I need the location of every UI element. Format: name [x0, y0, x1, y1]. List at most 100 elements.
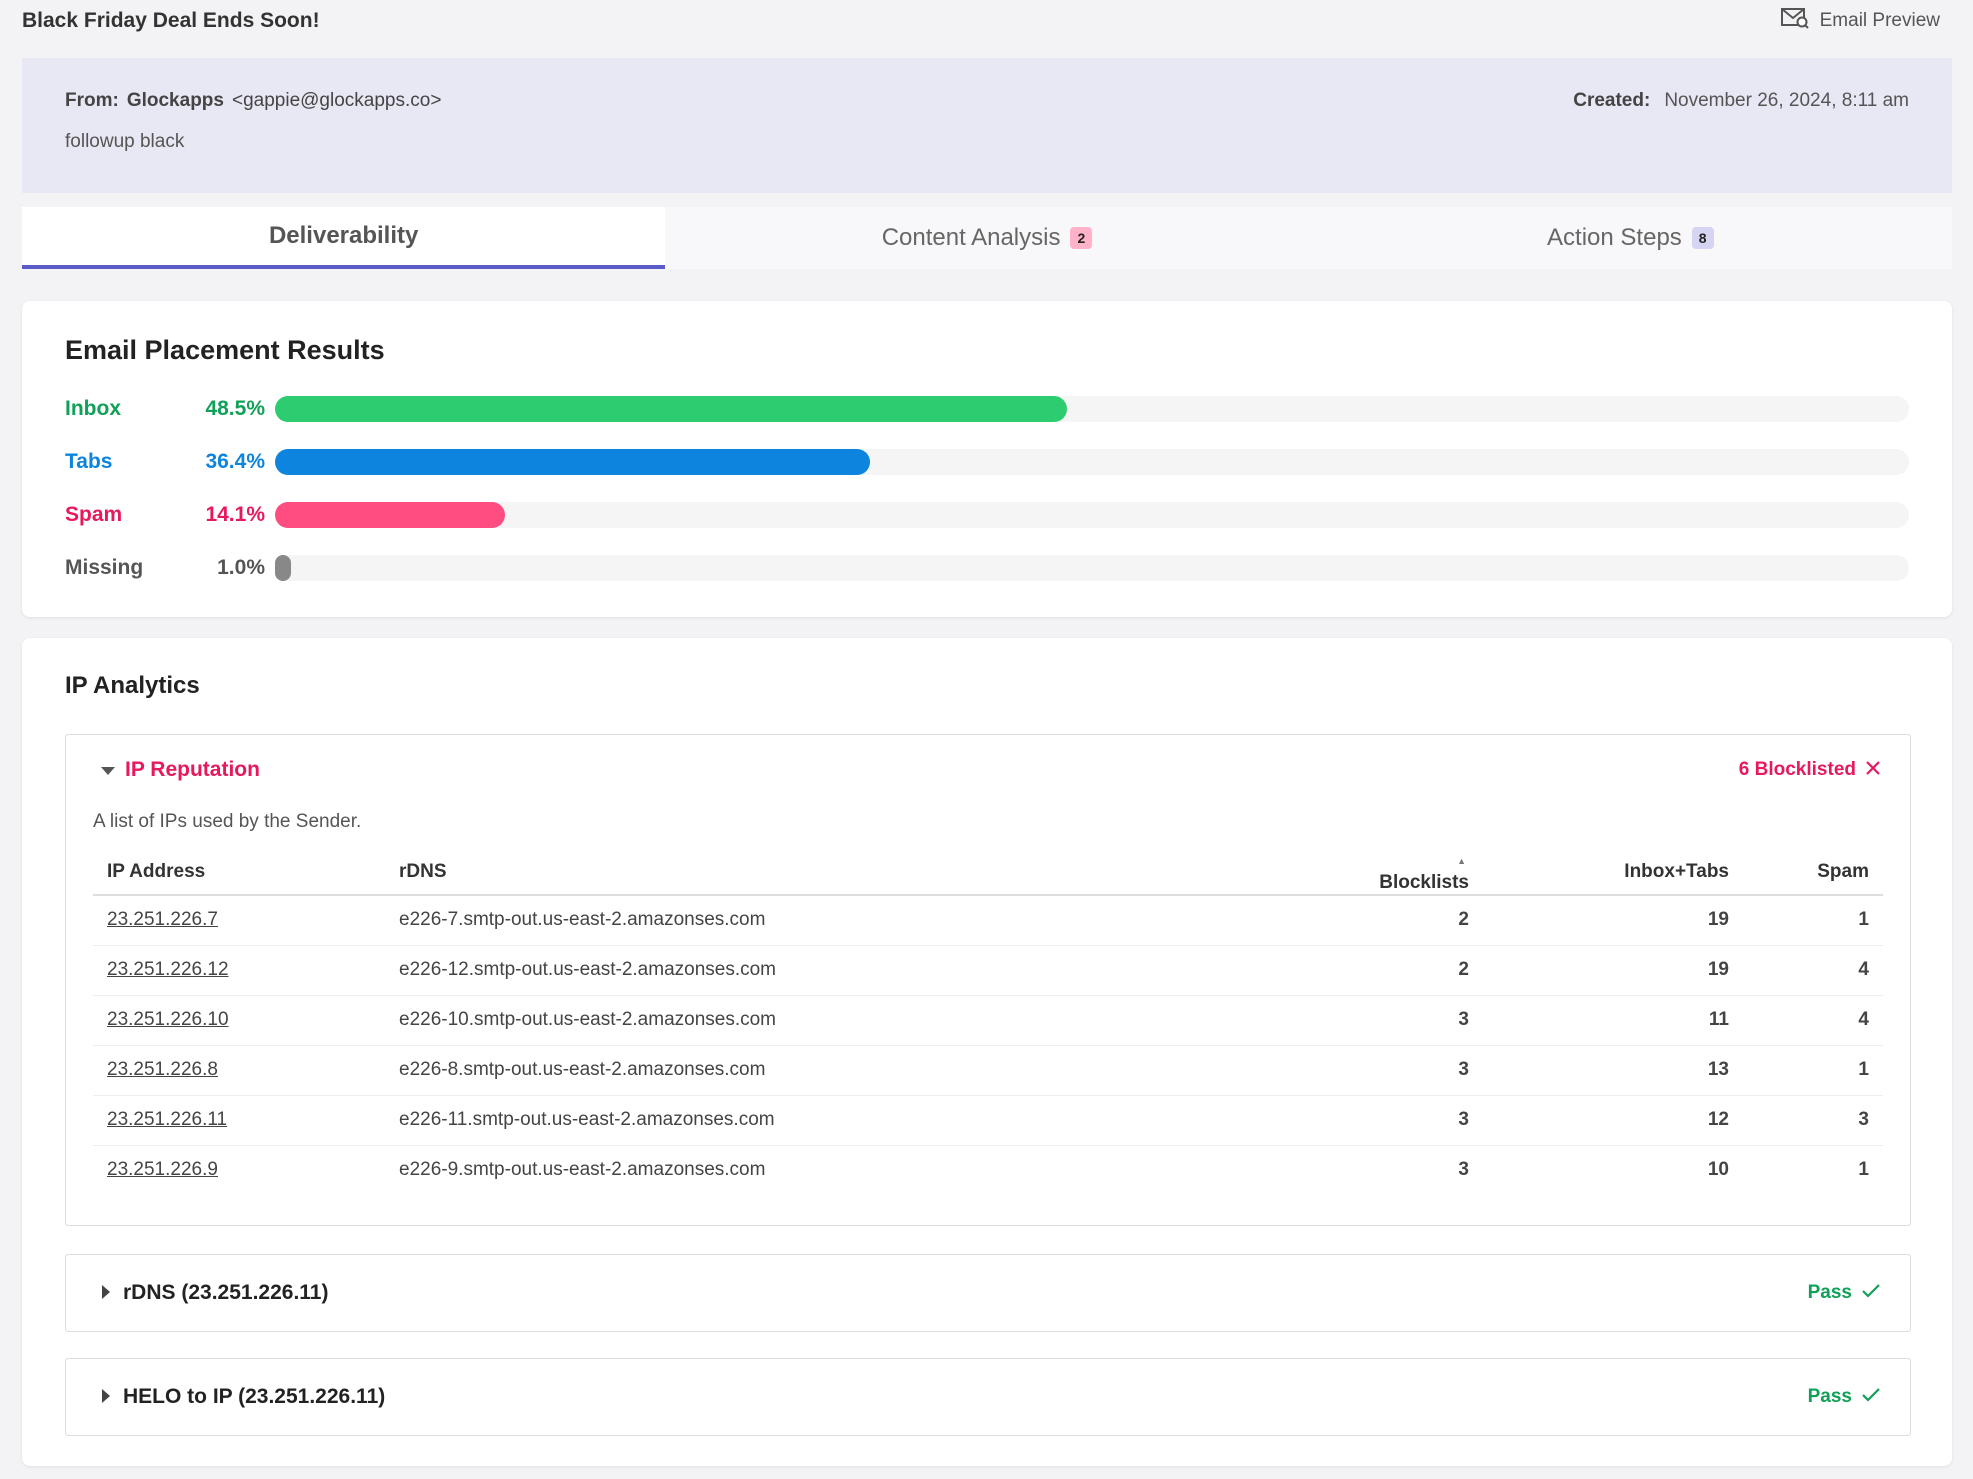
placement-track	[275, 449, 1909, 475]
subject-text: followup black	[65, 131, 185, 152]
ip-reputation-toggle[interactable]: IP Reputation	[101, 758, 260, 782]
placement-label: Spam	[65, 503, 123, 526]
from-name: Glockapps	[126, 90, 224, 111]
email-placement-card: Email Placement Results Inbox 48.5% Tabs…	[22, 301, 1952, 617]
blocklists-cell: 3	[1283, 1045, 1483, 1096]
placement-fill	[275, 555, 292, 581]
spam-cell: 1	[1743, 1045, 1883, 1096]
spam-cell: 1	[1743, 895, 1883, 946]
placement-row-missing: Missing 1.0%	[65, 554, 1909, 582]
placement-label: Tabs	[65, 450, 113, 473]
ip-link[interactable]: 23.251.226.9	[107, 1159, 218, 1181]
count-badge: 8	[1691, 227, 1714, 249]
tab-deliverability[interactable]: Deliverability	[22, 207, 666, 269]
placement-fill	[275, 502, 506, 528]
placement-label: Missing	[65, 556, 144, 579]
table-row: 23.251.226.8 e226-8.smtp-out.us-east-2.a…	[93, 1045, 1883, 1096]
email-preview-button[interactable]: Email Preview	[1780, 6, 1951, 36]
inbox-tabs-cell: 13	[1483, 1045, 1743, 1096]
caret-right-icon	[101, 1281, 111, 1305]
table-header-row: IP Address rDNS ▲ Blocklists Inbox+Tabs S…	[93, 850, 1883, 896]
created-label: Created:	[1573, 90, 1651, 111]
placement-track	[275, 555, 1909, 581]
table-row: 23.251.226.10 e226-10.smtp-out.us-east-2…	[93, 995, 1883, 1046]
envelope-search-icon	[1780, 6, 1810, 36]
table-row: 23.251.226.9 e226-9.smtp-out.us-east-2.a…	[93, 1145, 1883, 1195]
placement-row-spam: Spam 14.1%	[65, 501, 1909, 529]
from-line: From: Glockapps <gappie@glockapps.co>	[65, 90, 1909, 112]
rdns-cell: e226-11.smtp-out.us-east-2.amazonses.com	[385, 1095, 1283, 1146]
table-row: 23.251.226.11 e226-11.smtp-out.us-east-2…	[93, 1095, 1883, 1146]
placement-track	[275, 502, 1909, 528]
rdns-cell: e226-7.smtp-out.us-east-2.amazonses.com	[385, 895, 1283, 946]
helo-check-toggle[interactable]: HELO to IP (23.251.226.11)	[101, 1385, 385, 1409]
helo-pass-status: Pass	[1808, 1386, 1880, 1408]
placement-percent: 1.0%	[217, 556, 265, 579]
rdns-cell: e226-12.smtp-out.us-east-2.amazonses.com	[385, 945, 1283, 996]
caret-right-icon	[101, 1385, 111, 1409]
close-x-icon	[1866, 759, 1880, 781]
ip-link[interactable]: 23.251.226.8	[107, 1059, 218, 1080]
inbox-tabs-cell: 12	[1483, 1095, 1743, 1146]
placement-title: Email Placement Results	[65, 335, 385, 365]
rdns-pass-status: Pass	[1808, 1282, 1880, 1304]
placement-percent: 36.4%	[205, 450, 265, 473]
tab-bar: Deliverability Content Analysis 2 Action…	[22, 207, 1952, 269]
column-header-spam: Spam	[1743, 850, 1883, 896]
blocklists-cell: 2	[1283, 945, 1483, 996]
inbox-tabs-cell: 10	[1707, 1159, 1729, 1181]
rdns-check-panel: rDNS (23.251.226.11) Pass	[65, 1254, 1911, 1332]
blocklists-cell: 2	[1283, 895, 1483, 946]
pass-label: Pass	[1807, 1282, 1852, 1303]
created-value: November 26, 2024, 8:11 am	[1664, 90, 1909, 111]
count-badge: 2	[1070, 227, 1093, 249]
spam-cell: 4	[1743, 995, 1883, 1046]
blocklists-cell: 3	[1283, 1095, 1483, 1146]
rdns-cell: e226-10.smtp-out.us-east-2.amazonses.com	[385, 995, 1283, 1046]
ip-analytics-title: IP Analytics	[65, 672, 200, 699]
placement-row-tabs: Tabs 36.4%	[65, 448, 1909, 476]
rdns-check-title: rDNS (23.251.226.11)	[123, 1281, 329, 1304]
column-header-blocklists[interactable]: ▲ Blocklists	[1283, 850, 1483, 896]
pass-label: Pass	[1807, 1386, 1852, 1407]
spam-cell: 3	[1743, 1095, 1883, 1146]
top-bar: Black Friday Deal Ends Soon! Email Previ…	[22, 0, 1951, 42]
tab-content-analysis[interactable]: Content Analysis 2	[665, 207, 1309, 269]
ip-analytics-card: IP Analytics IP Reputation 6 Blocklisted…	[22, 638, 1952, 1466]
placement-fill	[275, 449, 870, 475]
blocklisted-status: 6 Blocklisted	[1739, 759, 1880, 781]
spam-cell: 4	[1743, 945, 1883, 996]
blocklists-cell: 3	[1458, 1159, 1469, 1181]
tab-label: Content Analysis	[881, 224, 1061, 251]
sort-icon: ▲	[1457, 855, 1466, 866]
inbox-tabs-cell: 11	[1483, 995, 1743, 1046]
spam-cell: 1	[1858, 1159, 1869, 1181]
ip-table: IP Address rDNS ▲ Blocklists Inbox+Tabs S…	[93, 850, 1883, 1195]
ip-link[interactable]: 23.251.226.10	[107, 1009, 229, 1030]
page-title: Black Friday Deal Ends Soon!	[22, 9, 320, 32]
blocklists-cell: 3	[1283, 995, 1483, 1046]
tab-label: Deliverability	[268, 222, 419, 249]
placement-fill	[275, 396, 1068, 422]
rdns-cell: e226-9.smtp-out.us-east-2.amazonses.com	[399, 1159, 766, 1181]
ip-reputation-description: A list of IPs used by the Sender.	[93, 811, 362, 832]
tab-action-steps[interactable]: Action Steps 8	[1308, 207, 1952, 269]
ip-reputation-header: IP Reputation 6 Blocklisted	[101, 755, 1880, 785]
tab-label: Action Steps	[1547, 224, 1682, 251]
created-line: Created: November 26, 2024, 8:11 am	[1573, 90, 1909, 112]
email-preview-label: Email Preview	[1819, 10, 1940, 31]
checkmark-icon	[1862, 1282, 1880, 1304]
helo-check-title: HELO to IP (23.251.226.11)	[123, 1385, 386, 1408]
placement-track	[275, 396, 1909, 422]
table-row: 23.251.226.7 e226-7.smtp-out.us-east-2.a…	[93, 895, 1883, 946]
ip-link[interactable]: 23.251.226.11	[107, 1109, 228, 1130]
placement-label: Inbox	[65, 397, 121, 420]
helo-check-panel: HELO to IP (23.251.226.11) Pass	[65, 1358, 1911, 1436]
column-header-inbox-tabs: Inbox+Tabs	[1483, 850, 1743, 896]
email-info-header: From: Glockapps <gappie@glockapps.co> fo…	[22, 58, 1952, 193]
rdns-check-toggle[interactable]: rDNS (23.251.226.11)	[101, 1281, 328, 1305]
ip-link[interactable]: 23.251.226.7	[107, 909, 218, 931]
ip-link[interactable]: 23.251.226.12	[107, 959, 229, 980]
ip-reputation-title: IP Reputation	[125, 758, 260, 781]
placement-percent: 14.1%	[205, 503, 265, 526]
